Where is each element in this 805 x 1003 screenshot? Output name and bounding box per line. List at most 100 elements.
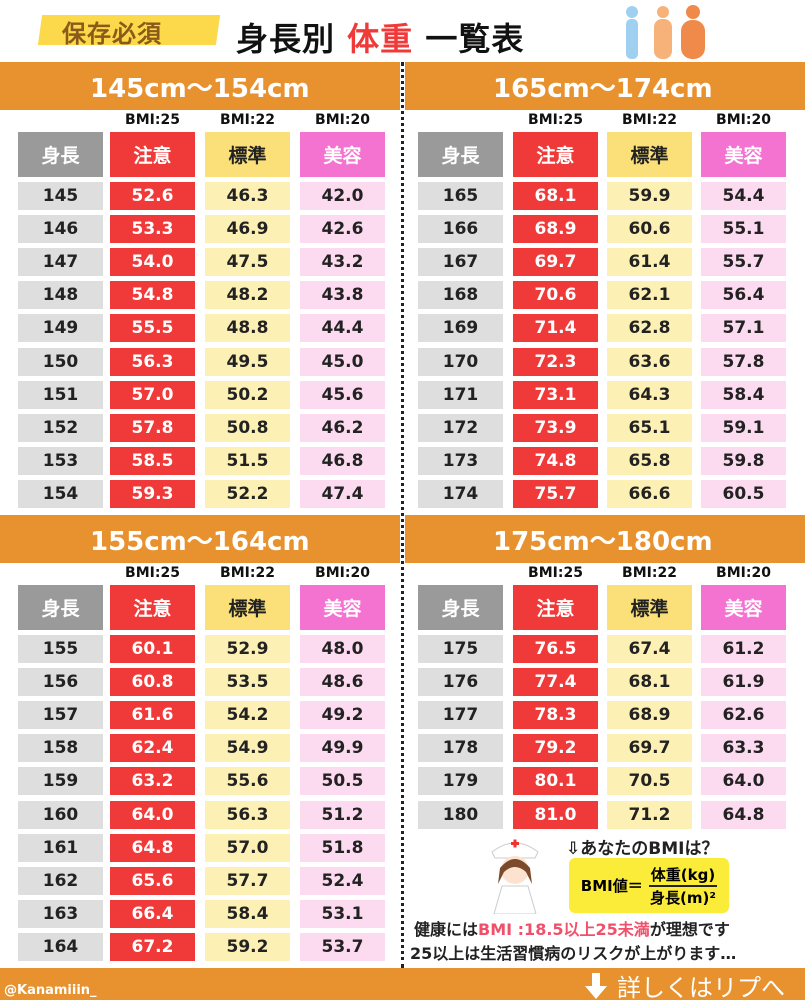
bmi20-cell: 64.8 bbox=[701, 800, 786, 829]
column-header: 身長 bbox=[418, 585, 503, 630]
bmi20-cell: 58.4 bbox=[701, 380, 786, 409]
bmi25-cell: 71.4 bbox=[513, 314, 598, 343]
bmi20-cell: 49.9 bbox=[300, 734, 385, 763]
height-cell: 146 bbox=[18, 215, 103, 244]
bmi20-cell: 61.2 bbox=[701, 635, 786, 663]
column-header: 注意 bbox=[110, 132, 195, 177]
bmi-label: BMI:22 bbox=[220, 112, 275, 128]
bmi25-cell: 60.1 bbox=[110, 635, 195, 663]
see-replies-link[interactable]: 詳しくはリプへ bbox=[583, 968, 785, 1003]
bmi22-cell: 69.7 bbox=[607, 734, 692, 763]
see-replies-label: 詳しくはリプへ bbox=[617, 974, 785, 1002]
bmi20-cell: 48.0 bbox=[300, 635, 385, 663]
bmi22-cell: 46.3 bbox=[205, 182, 290, 210]
height-cell: 162 bbox=[18, 866, 103, 895]
bmi22-cell: 62.1 bbox=[607, 281, 692, 310]
bmi25-cell: 68.9 bbox=[513, 215, 598, 244]
bmi25-cell: 66.4 bbox=[110, 899, 195, 928]
bmi22-cell: 54.2 bbox=[205, 701, 290, 730]
bmi22-cell: 66.6 bbox=[607, 479, 692, 508]
bmi-formula: BMI値＝ 体重(kg) 身長(m)² bbox=[569, 858, 729, 913]
bmi25-cell: 76.5 bbox=[513, 635, 598, 663]
height-cell: 171 bbox=[418, 380, 503, 409]
bmi20-cell: 57.8 bbox=[701, 347, 786, 376]
bmi22-cell: 50.2 bbox=[205, 380, 290, 409]
bmi20-cell: 51.8 bbox=[300, 833, 385, 862]
bmi22-cell: 67.4 bbox=[607, 635, 692, 663]
author-handle[interactable]: @Kanamiiin_ bbox=[4, 983, 97, 998]
bmi20-cell: 54.4 bbox=[701, 182, 786, 210]
bmi-label: BMI:25 bbox=[125, 565, 180, 581]
bmi22-cell: 46.9 bbox=[205, 215, 290, 244]
numerator: 体重(kg) bbox=[648, 864, 718, 887]
height-cell: 166 bbox=[418, 215, 503, 244]
height-cell: 149 bbox=[18, 314, 103, 343]
column-header: 注意 bbox=[513, 132, 598, 177]
bmi25-cell: 59.3 bbox=[110, 479, 195, 508]
ideal-bmi-text: 健康にはBMI :18.5以上25未満が理想です bbox=[414, 916, 730, 940]
height-cell: 148 bbox=[18, 281, 103, 310]
column-header: 標準 bbox=[607, 132, 692, 177]
height-cell: 152 bbox=[18, 413, 103, 442]
bmi25-cell: 60.8 bbox=[110, 668, 195, 697]
bmi25-cell: 80.1 bbox=[513, 767, 598, 796]
bmi20-cell: 59.1 bbox=[701, 413, 786, 442]
bmi22-cell: 65.1 bbox=[607, 413, 692, 442]
bmi20-cell: 62.6 bbox=[701, 701, 786, 730]
bmi25-cell: 81.0 bbox=[513, 800, 598, 829]
height-cell: 172 bbox=[418, 413, 503, 442]
bmi25-cell: 64.0 bbox=[110, 800, 195, 829]
header: 保存必須 身長別 体重 一覧表 bbox=[0, 0, 805, 62]
height-cell: 161 bbox=[18, 833, 103, 862]
height-cell: 153 bbox=[18, 446, 103, 475]
bmi22-cell: 61.4 bbox=[607, 248, 692, 277]
bmi22-cell: 59.2 bbox=[205, 932, 290, 961]
bmi25-cell: 57.0 bbox=[110, 380, 195, 409]
bmi20-cell: 57.1 bbox=[701, 314, 786, 343]
bmi20-cell: 52.4 bbox=[300, 866, 385, 895]
l1-post: が理想です bbox=[649, 920, 730, 939]
height-cell: 154 bbox=[18, 479, 103, 508]
column-header: 注意 bbox=[110, 585, 195, 630]
bmi25-cell: 68.1 bbox=[513, 182, 598, 210]
bmi-label: BMI:20 bbox=[315, 565, 370, 581]
bmi-label: BMI:20 bbox=[716, 112, 771, 128]
section-title-band: 175cm〜180cm bbox=[405, 515, 805, 563]
bmi-label: BMI:22 bbox=[220, 565, 275, 581]
bmi-label: BMI:25 bbox=[528, 112, 583, 128]
column-header: 身長 bbox=[418, 132, 503, 177]
nurse-illustration bbox=[491, 839, 539, 914]
bmi22-cell: 51.5 bbox=[205, 446, 290, 475]
bmi25-cell: 73.9 bbox=[513, 413, 598, 442]
bmi22-cell: 70.5 bbox=[607, 767, 692, 796]
height-cell: 150 bbox=[18, 347, 103, 376]
height-cell: 160 bbox=[18, 800, 103, 829]
bmi20-cell: 61.9 bbox=[701, 668, 786, 697]
bmi20-cell: 51.2 bbox=[300, 800, 385, 829]
bmi25-cell: 78.3 bbox=[513, 701, 598, 730]
height-cell: 167 bbox=[418, 248, 503, 277]
bmi22-cell: 55.6 bbox=[205, 767, 290, 796]
l1-pre: 健康には bbox=[414, 920, 479, 939]
column-header: 標準 bbox=[205, 132, 290, 177]
bmi20-cell: 44.4 bbox=[300, 314, 385, 343]
bmi20-cell: 46.2 bbox=[300, 413, 385, 442]
column-header: 身長 bbox=[18, 585, 103, 630]
height-cell: 180 bbox=[418, 800, 503, 829]
bmi22-cell: 48.8 bbox=[205, 314, 290, 343]
bmi-label: BMI:25 bbox=[528, 565, 583, 581]
column-header: 注意 bbox=[513, 585, 598, 630]
bmi-label: BMI:22 bbox=[622, 112, 677, 128]
l1-range: BMI :18.5以上25未満 bbox=[478, 920, 650, 939]
height-cell: 159 bbox=[18, 767, 103, 796]
down-arrow-icon bbox=[585, 972, 607, 999]
formula-left: BMI値＝ bbox=[580, 877, 643, 895]
denominator: 身長(m)² bbox=[650, 888, 716, 907]
bmi25-cell: 55.5 bbox=[110, 314, 195, 343]
fraction: 体重(kg) 身長(m)² bbox=[648, 864, 718, 908]
bmi20-cell: 56.4 bbox=[701, 281, 786, 310]
bmi20-cell: 53.7 bbox=[300, 932, 385, 961]
height-cell: 147 bbox=[18, 248, 103, 277]
bmi22-cell: 58.4 bbox=[205, 899, 290, 928]
bmi25-cell: 58.5 bbox=[110, 446, 195, 475]
